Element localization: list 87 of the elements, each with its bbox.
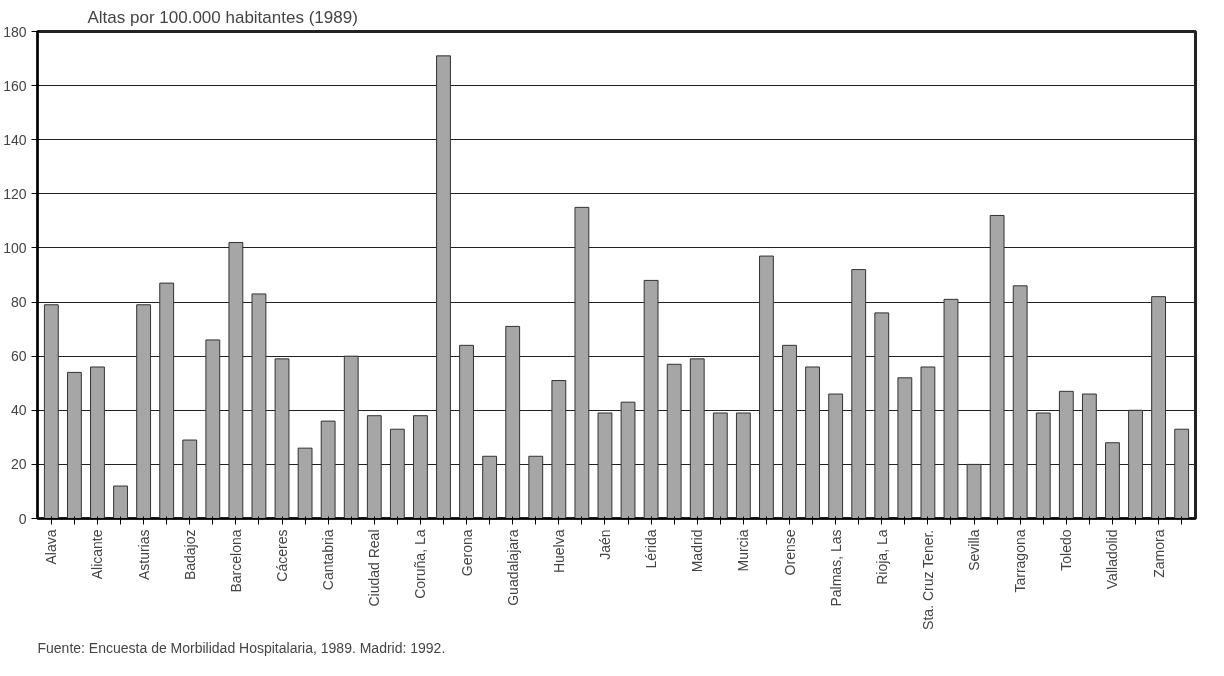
bar <box>228 242 244 519</box>
y-tick-label: 60 <box>10 348 27 365</box>
x-tick-label: Coruña, La <box>412 529 429 599</box>
bar <box>574 206 590 519</box>
bar <box>735 412 751 519</box>
x-tick-label: Guadalajara <box>504 529 521 606</box>
y-tick-label: 160 <box>3 77 27 94</box>
y-tick-label: 80 <box>10 294 27 311</box>
bar <box>1151 296 1167 519</box>
x-tick-label: Huelva <box>550 529 567 574</box>
bar <box>436 55 451 519</box>
source-note: Fuente: Encuesta de Morbilidad Hospitalaria, 1989. Madrid: 1992. <box>37 639 446 656</box>
bar <box>251 293 267 519</box>
bar <box>666 363 682 519</box>
x-tick-label: Alicante <box>89 529 106 580</box>
bar <box>482 455 498 519</box>
x-tick-label: Palmas, Las <box>827 529 844 607</box>
bar <box>966 463 982 519</box>
bar <box>159 282 175 519</box>
bar <box>1058 390 1074 519</box>
x-tick-label: Jaén <box>596 529 613 560</box>
bar <box>851 269 867 519</box>
bar <box>274 358 290 519</box>
x-tick-label: Sevilla <box>966 529 983 571</box>
bar <box>874 312 890 519</box>
y-tick-label: 100 <box>3 239 27 256</box>
bar <box>828 393 844 519</box>
x-tick-label: Barcelona <box>227 529 244 593</box>
bar <box>1081 393 1097 519</box>
x-tick-label: Cáceres <box>274 529 291 582</box>
y-tick-label: 180 <box>3 23 27 40</box>
x-tick-label: Valladolid <box>1104 529 1121 590</box>
bar <box>66 371 82 519</box>
bar <box>712 412 728 519</box>
bar <box>597 412 613 519</box>
x-tick-label: Zamora <box>1150 529 1167 578</box>
bar <box>366 415 382 519</box>
x-tick-label: Madrid <box>689 529 706 573</box>
x-tick-label: Ciudad Real <box>366 529 383 607</box>
chart-title: Altas por 100.000 habitantes (1989) <box>87 7 358 27</box>
bar <box>551 380 567 519</box>
bar <box>920 366 936 519</box>
bar <box>643 279 659 519</box>
bar <box>897 377 913 519</box>
x-tick-label: Orense <box>781 529 798 576</box>
bar <box>136 304 152 519</box>
bar <box>1105 442 1120 519</box>
bar <box>1174 428 1190 519</box>
y-tick-label: 0 <box>18 510 27 527</box>
x-tick-label: Murcia <box>735 529 752 572</box>
bar <box>182 439 198 519</box>
bar <box>413 415 428 519</box>
bar <box>343 355 359 519</box>
x-tick-label: Cantabria <box>320 529 337 591</box>
bar <box>459 344 474 519</box>
bar <box>1012 285 1028 519</box>
x-tick-label: Badajoz <box>181 529 198 581</box>
x-tick-label: Lérida <box>643 529 660 569</box>
x-tick-label: Asturias <box>135 529 152 581</box>
x-tick-label: Rioja, La <box>873 529 890 585</box>
bar <box>505 325 521 519</box>
bar <box>1128 409 1143 519</box>
bar <box>1035 412 1051 519</box>
bar <box>113 485 128 519</box>
y-tick-label: 20 <box>10 456 27 473</box>
x-tick-label: Alava <box>43 529 60 565</box>
bar <box>43 304 59 519</box>
bar <box>759 255 774 519</box>
bar <box>205 339 221 519</box>
bar <box>320 420 336 519</box>
y-tick-label: 40 <box>10 402 27 419</box>
bar <box>528 455 544 519</box>
x-tick-label: Toledo <box>1058 529 1075 571</box>
bar <box>989 214 1005 519</box>
y-tick-label: 120 <box>3 185 27 202</box>
x-tick-label: Tarragona <box>1012 529 1029 593</box>
bar <box>943 298 959 519</box>
bar <box>620 401 636 519</box>
bar <box>389 428 405 519</box>
x-tick-label: Gerona <box>458 529 475 577</box>
bar <box>782 344 797 519</box>
bar <box>805 366 820 519</box>
bar <box>90 366 105 519</box>
x-tick-label: Sta. Cruz Tener. <box>919 529 936 630</box>
bar <box>297 447 313 519</box>
bar <box>689 358 705 519</box>
y-tick-label: 140 <box>3 131 27 148</box>
